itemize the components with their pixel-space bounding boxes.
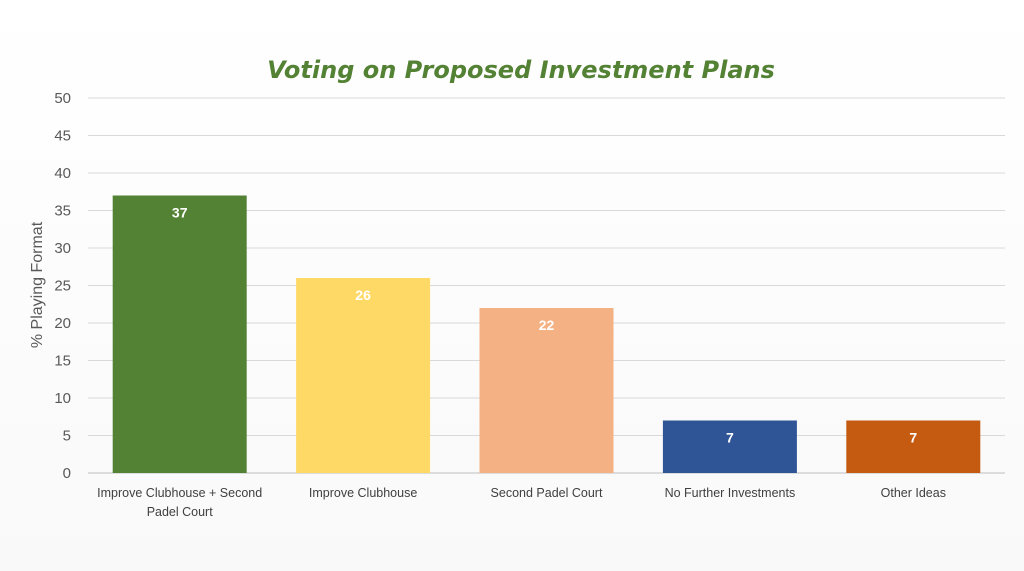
y-tick-label: 25 <box>54 278 71 295</box>
x-tick-label: No Further Investments <box>665 486 796 500</box>
y-tick-label: 35 <box>54 203 71 220</box>
y-tick-label: 10 <box>54 390 71 407</box>
data-label: 7 <box>726 430 734 446</box>
y-tick-label: 0 <box>63 465 71 482</box>
y-tick-label: 30 <box>54 240 71 257</box>
y-axis-label: % Playing Format <box>29 221 46 348</box>
y-tick-label: 15 <box>54 353 71 370</box>
bar <box>296 278 431 473</box>
x-tick-label: Improve Clubhouse <box>309 486 417 500</box>
y-tick-label: 40 <box>54 165 71 182</box>
x-axis-ticks: Improve Clubhouse + Second Padel Court Imp… <box>97 486 946 519</box>
x-tick-label: Other Ideas <box>881 486 946 500</box>
y-tick-label: 5 <box>63 428 71 445</box>
bar <box>479 308 614 473</box>
x-tick-label: Improve Clubhouse + Second <box>97 486 262 500</box>
bar <box>662 420 797 473</box>
x-tick-label: Second Padel Court <box>491 486 603 500</box>
y-axis-ticks: 0 5 10 15 20 25 30 35 40 45 50 <box>54 90 71 482</box>
bars: 37 26 22 7 7 <box>112 195 981 473</box>
x-tick-label: Padel Court <box>147 505 214 519</box>
y-tick-label: 45 <box>54 128 71 145</box>
bar <box>112 195 247 473</box>
y-tick-label: 50 <box>54 90 71 107</box>
y-tick-label: 20 <box>54 315 71 332</box>
data-label: 7 <box>909 430 917 446</box>
data-label: 22 <box>539 317 555 333</box>
data-label: 37 <box>172 205 188 221</box>
data-label: 26 <box>355 287 371 303</box>
chart-title: Voting on Proposed Investment Plans <box>267 56 775 84</box>
bar <box>846 420 981 473</box>
